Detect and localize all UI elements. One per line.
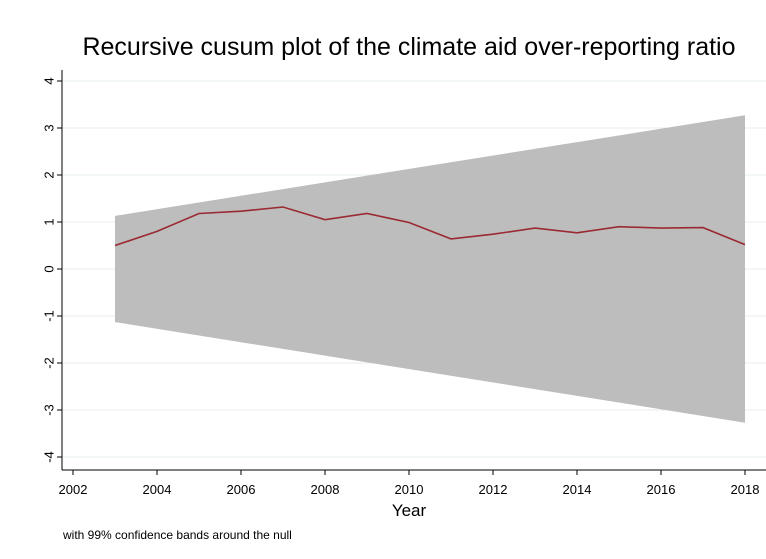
y-tick-label: 1: [42, 218, 57, 225]
y-tick-label: 3: [42, 124, 57, 131]
x-tick-label: 2010: [395, 482, 424, 497]
x-tick-label: 2014: [563, 482, 592, 497]
x-tick-label: 2008: [311, 482, 340, 497]
x-tick-label: 2004: [143, 482, 172, 497]
chart-title: Recursive cusum plot of the climate aid …: [82, 33, 735, 61]
confidence-band: [115, 115, 745, 423]
y-tick-label: 2: [42, 171, 57, 178]
y-tick-label: 0: [42, 265, 57, 272]
chart-note: with 99% confidence bands around the nul…: [62, 528, 292, 542]
x-tick-label: 2002: [59, 482, 88, 497]
y-tick-label: -4: [42, 451, 57, 463]
x-tick-label: 2016: [647, 482, 676, 497]
y-tick-label: 4: [42, 77, 57, 84]
x-tick-label: 2012: [479, 482, 508, 497]
y-tick-label: -3: [42, 404, 57, 416]
y-tick-label: -1: [42, 310, 57, 322]
y-tick-label: -2: [42, 357, 57, 369]
cusum-line: [114, 206, 746, 247]
x-tick-label: 2018: [731, 482, 760, 497]
x-axis-title: Year: [392, 501, 427, 520]
x-tick-label: 2006: [227, 482, 256, 497]
plot-area: -4 -3 -2 -1 0 1 2 3 4 2002 2004 2006 2008 2010 2012 201…: [42, 70, 766, 497]
